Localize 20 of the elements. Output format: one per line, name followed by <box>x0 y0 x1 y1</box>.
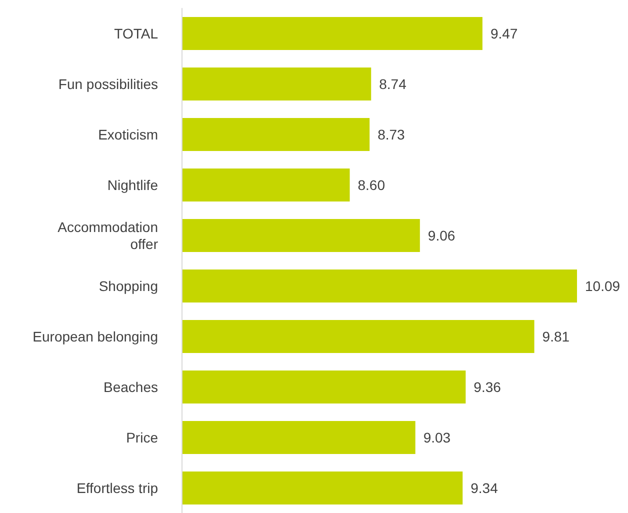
data-label: 8.60 <box>358 176 386 193</box>
data-label: 9.34 <box>470 480 498 496</box>
y-tick-label: Exoticism <box>98 126 158 142</box>
data-label: 8.73 <box>378 126 406 142</box>
y-tick-label: Shopping <box>98 278 158 294</box>
y-tick-label: European belonging <box>32 328 158 344</box>
y-tick-label: TOTAL <box>114 25 158 42</box>
y-tick-label: Fun possibilities <box>58 76 158 92</box>
data-label: 9.81 <box>542 328 570 344</box>
y-tick-label: Effortless trip <box>76 480 158 496</box>
data-label: 9.03 <box>423 429 451 446</box>
data-label: 10.09 <box>585 278 620 294</box>
y-tick-label: Accommodation offer <box>58 218 158 252</box>
y-tick-label: Nightlife <box>107 176 158 193</box>
data-label: 9.47 <box>490 25 518 42</box>
y-tick-label: Beaches <box>104 378 158 395</box>
data-label: 9.06 <box>428 227 456 244</box>
data-label: 9.36 <box>474 378 502 395</box>
y-tick-label: Price <box>126 429 158 446</box>
data-label: 8.74 <box>379 76 407 92</box>
